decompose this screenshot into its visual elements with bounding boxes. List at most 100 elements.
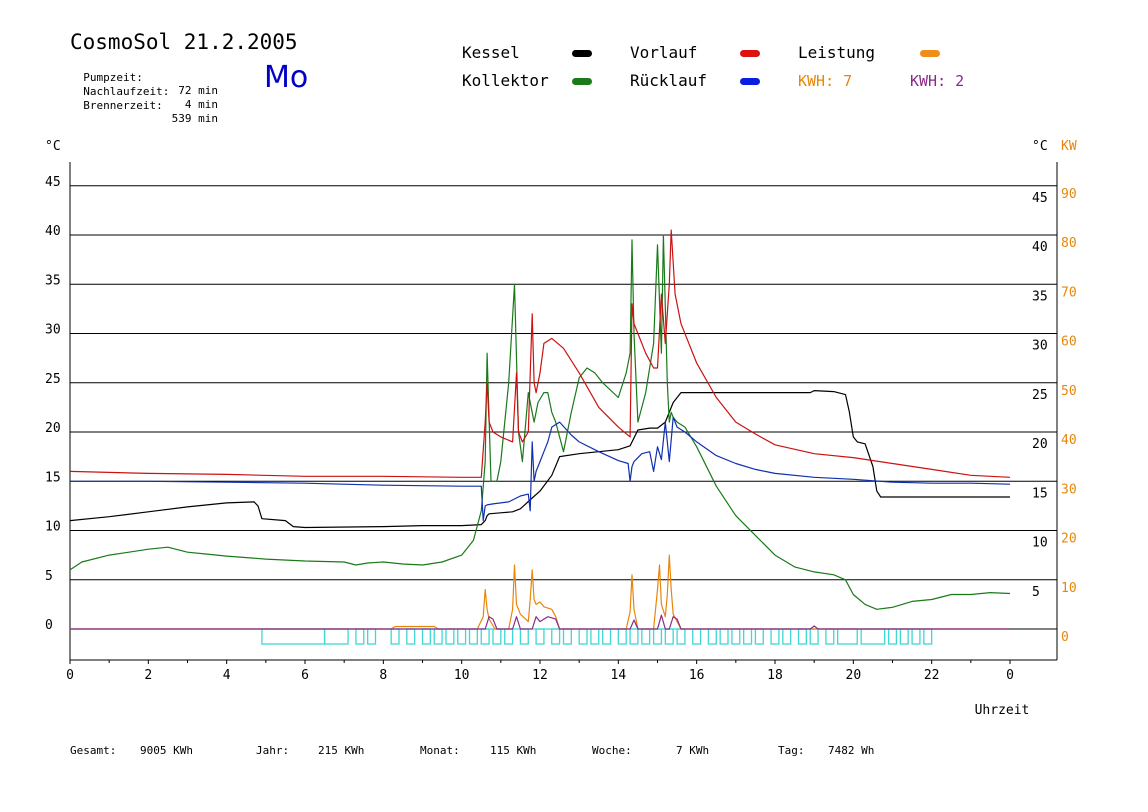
pump-interval-38 xyxy=(837,628,858,645)
pump-interval-21 xyxy=(617,628,627,645)
pump-interval-28 xyxy=(707,628,717,645)
series-line-kessel xyxy=(69,390,1010,529)
x-tick-3: 6 xyxy=(301,668,309,683)
info-brennerzeit-value: 539 min xyxy=(171,112,218,125)
pump-interval-4 xyxy=(390,628,400,645)
y-tick-kw-50: 50 xyxy=(1061,384,1077,399)
y-tick-kw-80: 80 xyxy=(1061,236,1077,251)
info-pumpzeit-value: 72 min xyxy=(178,84,218,97)
pump-interval-20 xyxy=(602,628,612,645)
y-tick-kw-40: 40 xyxy=(1061,433,1077,448)
footer-gesamt-value: 9005 KWh xyxy=(140,744,193,757)
pump-interval-24 xyxy=(652,628,663,645)
y-tick-kw-70: 70 xyxy=(1061,285,1077,300)
pump-interval-8 xyxy=(445,628,455,645)
pump-interval-19 xyxy=(590,628,600,645)
legend-leistung-swatch xyxy=(920,50,940,57)
pump-interval-7 xyxy=(433,628,443,645)
legend-kollektor-swatch xyxy=(572,78,592,85)
pump-interval-13 xyxy=(504,628,514,645)
pump-interval-9 xyxy=(457,628,467,645)
y-tick-left-5: 5 xyxy=(45,569,53,584)
legend-kessel-swatch xyxy=(572,50,592,57)
footer-gesamt-label: Gesamt: xyxy=(70,744,117,757)
y-axis-label-left: °C xyxy=(45,139,61,154)
legend-leistung-label: Leistung xyxy=(798,43,876,62)
y-tick-right-45: 45 xyxy=(1032,191,1048,206)
legend-ruecklauf-label: Rücklauf xyxy=(630,71,708,90)
pump-interval-14 xyxy=(519,628,529,645)
pump-interval-42 xyxy=(911,628,921,645)
pump-interval-6 xyxy=(421,628,431,645)
series-line-kollektor xyxy=(69,234,1011,610)
pump-interval-0 xyxy=(261,628,326,645)
legend-ruecklauf-swatch xyxy=(740,78,760,85)
y-axis-label-kw: KW xyxy=(1061,139,1077,154)
y-tick-left-35: 35 xyxy=(45,273,61,288)
y-tick-left-45: 45 xyxy=(45,175,61,190)
y-tick-left-0: 0 xyxy=(45,618,53,633)
pump-interval-17 xyxy=(562,628,572,645)
series-line-vorlauf xyxy=(69,229,1011,478)
y-tick-left-30: 30 xyxy=(45,323,61,338)
x-tick-6: 12 xyxy=(532,668,548,683)
pump-interval-33 xyxy=(770,628,780,645)
info-nachlaufzeit: Nachlaufzeit: 4 min xyxy=(70,72,218,111)
pump-interval-27 xyxy=(692,628,702,645)
chart-title: CosmoSol 21.2.2005 xyxy=(70,30,298,54)
footer-monat-value: 115 KWh xyxy=(490,744,537,757)
y-tick-left-20: 20 xyxy=(45,421,61,436)
legend-vorlauf-swatch xyxy=(740,50,760,57)
pump-interval-12 xyxy=(492,628,502,645)
pump-interval-41 xyxy=(899,628,909,645)
pump-interval-16 xyxy=(551,628,561,645)
x-tick-2: 4 xyxy=(223,668,231,683)
pump-interval-23 xyxy=(641,628,651,645)
pump-interval-15 xyxy=(535,628,545,645)
x-tick-10: 20 xyxy=(846,668,862,683)
footer-jahr-label: Jahr: xyxy=(256,744,290,757)
y-tick-left-15: 15 xyxy=(45,470,61,485)
y-tick-kw-30: 30 xyxy=(1061,482,1077,497)
pump-interval-35 xyxy=(797,628,807,645)
pump-interval-29 xyxy=(719,628,729,645)
info-brennerzeit-label: Brennerzeit: xyxy=(83,99,163,112)
y-tick-right-40: 40 xyxy=(1032,240,1048,255)
y-tick-left-10: 10 xyxy=(45,520,61,535)
info-pumpzeit-label: Pumpzeit: xyxy=(83,71,143,84)
y-tick-right-15: 15 xyxy=(1032,486,1048,501)
pump-interval-36 xyxy=(809,628,819,645)
pump-interval-11 xyxy=(480,628,490,645)
x-tick-8: 16 xyxy=(689,668,705,683)
footer-woche-label: Woche: xyxy=(592,744,632,757)
weekday-label: Mo xyxy=(264,60,309,95)
y-tick-right-5: 5 xyxy=(1032,585,1040,600)
y-tick-right-20: 20 xyxy=(1032,437,1048,452)
x-tick-4: 8 xyxy=(379,668,387,683)
y-tick-right-30: 30 xyxy=(1032,339,1048,354)
y-tick-left-25: 25 xyxy=(45,372,61,387)
pump-interval-43 xyxy=(923,628,933,645)
x-tick-11: 22 xyxy=(924,668,940,683)
pump-interval-40 xyxy=(887,628,898,645)
pump-interval-31 xyxy=(743,628,753,645)
pump-interval-34 xyxy=(782,628,792,645)
info-brennerzeit: Brennerzeit: 539 min xyxy=(70,86,218,125)
info-nachlaufzeit-value: 4 min xyxy=(184,98,218,111)
pump-interval-26 xyxy=(676,628,686,645)
x-tick-9: 18 xyxy=(767,668,783,683)
pump-interval-5 xyxy=(406,628,416,645)
y-tick-kw-10: 10 xyxy=(1061,581,1077,596)
info-nachlaufzeit-label: Nachlaufzeit: xyxy=(83,85,170,98)
pump-interval-37 xyxy=(825,628,835,645)
pump-interval-3 xyxy=(367,628,377,645)
pump-interval-22 xyxy=(629,628,639,645)
y-tick-right-35: 35 xyxy=(1032,289,1048,304)
legend-kessel-label: Kessel xyxy=(462,43,520,62)
pump-interval-30 xyxy=(731,628,741,645)
footer-tag-value: 7482 Wh xyxy=(828,744,875,757)
pump-interval-2 xyxy=(355,628,365,645)
x-tick-12: 0 xyxy=(1006,668,1014,683)
y-tick-left-40: 40 xyxy=(45,224,61,239)
